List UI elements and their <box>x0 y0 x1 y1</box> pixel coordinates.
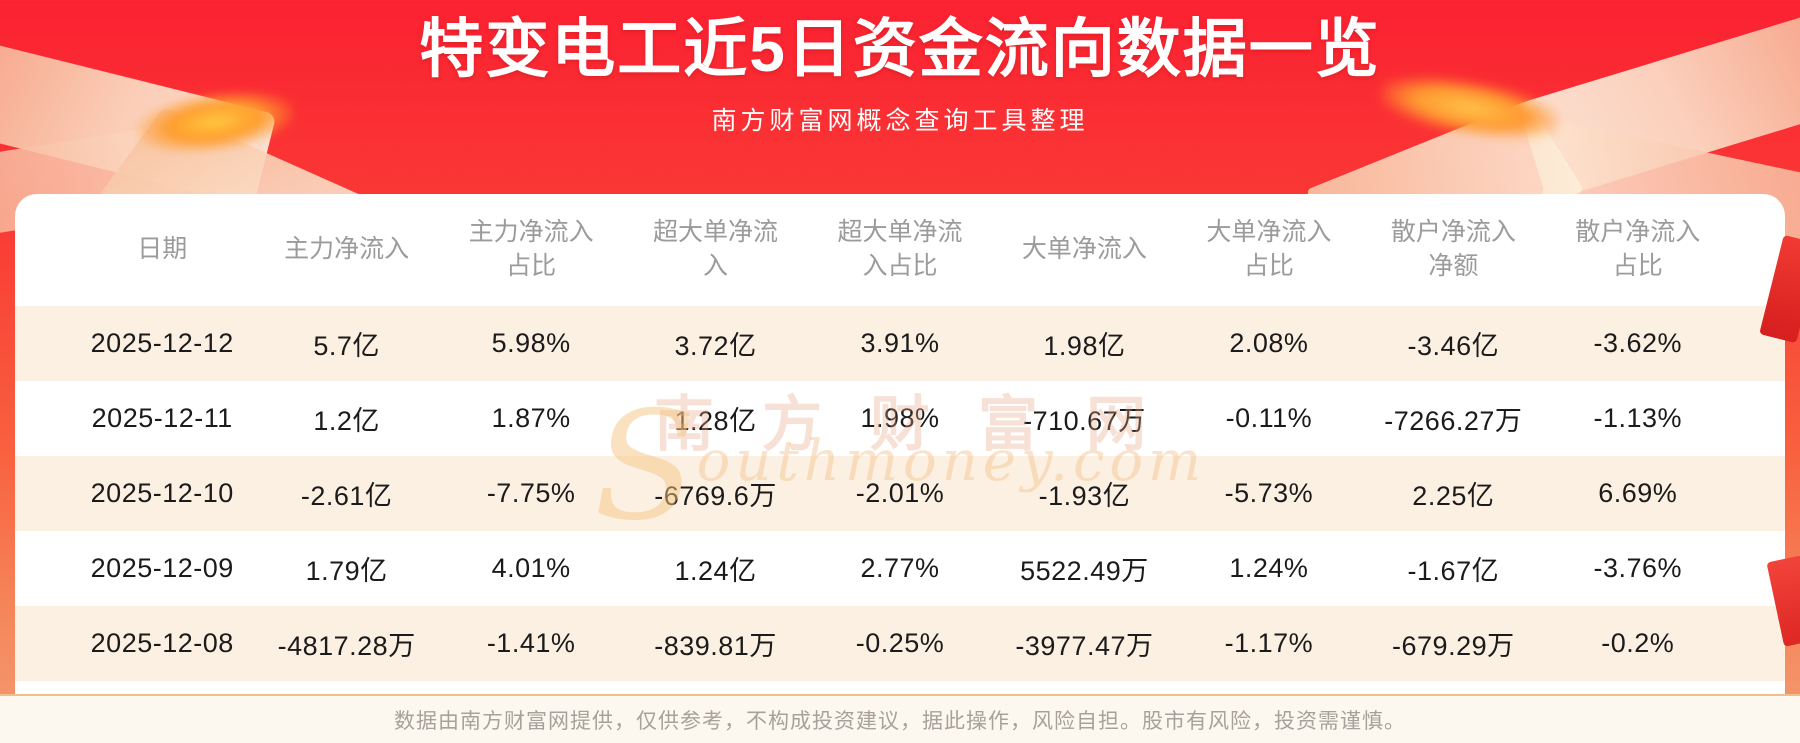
value-cell: -0.25% <box>855 628 945 658</box>
column-header-2: 主力净流入 占比 <box>468 218 594 280</box>
column-header-1: 主力净流入 <box>284 235 410 264</box>
date-cell: 2025-12-08 <box>90 628 234 658</box>
value-cell: -3.46亿 <box>1407 331 1500 361</box>
value-cell: 1.24% <box>1229 553 1309 583</box>
value-cell: 3.72亿 <box>674 331 757 361</box>
column-header-4: 超大单净流 入占比 <box>837 218 963 280</box>
disclaimer-text: 数据由南方财富网提供，仅供参考，不构成投资建议，据此操作，风险自担。股市有风险，… <box>394 709 1406 733</box>
value-cell: -3977.47万 <box>1015 631 1154 661</box>
value-cell: 3.91% <box>860 328 940 358</box>
value-cell: -4817.28万 <box>277 631 416 661</box>
value-cell: 5522.49万 <box>1020 556 1149 586</box>
value-cell: 1.98亿 <box>1043 331 1126 361</box>
value-cell: -839.81万 <box>654 631 777 661</box>
value-cell: -710.67万 <box>1023 406 1146 436</box>
table-body: 2025-12-12 5.7亿 5.98% 3.72亿 3.91% 1.98亿 2.08% -… <box>15 306 1785 681</box>
value-cell: 1.28亿 <box>674 406 757 436</box>
value-cell: 2.77% <box>860 553 940 583</box>
date-cell: 2025-12-10 <box>90 478 234 508</box>
value-cell: -3.76% <box>1593 553 1683 583</box>
column-header-3: 超大单净流 入 <box>653 218 779 280</box>
value-cell: -0.2% <box>1601 628 1675 658</box>
value-cell: 1.98% <box>860 403 940 433</box>
value-cell: -7266.27万 <box>1384 406 1523 436</box>
table-header-row: 日期 主力净流入 主力净流入 占比 超大单净流 入超大单净流 入占比 大单净流入 大单净流… <box>15 194 1785 306</box>
value-cell: 2.08% <box>1229 328 1309 358</box>
table-row: 2025-12-08 -4817.28万 -1.41% -839.81万 -0.25% -… <box>15 606 1785 681</box>
column-header-5: 大单净流入 <box>1021 235 1147 264</box>
value-cell: 2.25亿 <box>1412 481 1495 511</box>
value-cell: 5.7亿 <box>313 331 380 361</box>
value-cell: 1.87% <box>491 403 571 433</box>
value-cell: -2.01% <box>855 478 945 508</box>
date-cell: 2025-12-11 <box>91 403 233 433</box>
column-header-0: 日期 <box>137 235 188 264</box>
date-cell: 2025-12-12 <box>90 328 234 358</box>
table-row: 2025-12-11 1.2亿 1.87% 1.28亿 1.98% -710.67万 -0.… <box>15 381 1785 456</box>
value-cell: 4.01% <box>491 553 571 583</box>
column-header-6: 大单净流入 占比 <box>1206 218 1332 280</box>
value-cell: -1.13% <box>1593 403 1683 433</box>
value-cell: -1.93亿 <box>1038 481 1131 511</box>
column-header-8: 散户净流入 占比 <box>1575 218 1701 280</box>
value-cell: -1.67亿 <box>1407 556 1500 586</box>
table-row: 2025-12-12 5.7亿 5.98% 3.72亿 3.91% 1.98亿 2.08% -… <box>15 306 1785 381</box>
value-cell: 5.98% <box>491 328 571 358</box>
column-header-7: 散户净流入 净额 <box>1390 218 1516 280</box>
fund-flow-table-card: 日期 主力净流入 主力净流入 占比 超大单净流 入超大单净流 入占比 大单净流入 大单净流… <box>15 194 1785 694</box>
table-row: 2025-12-10 -2.61亿 -7.75% -6769.6万 -2.01% -1.9… <box>15 456 1785 531</box>
date-cell: 2025-12-09 <box>90 553 234 583</box>
value-cell: -1.41% <box>486 628 576 658</box>
value-cell: 1.2亿 <box>313 406 380 436</box>
value-cell: -0.11% <box>1225 403 1313 433</box>
value-cell: -7.75% <box>486 478 576 508</box>
page-title: 特变电工近5日资金流向数据一览 <box>419 13 1381 85</box>
value-cell: 1.79亿 <box>305 556 388 586</box>
value-cell: -2.61亿 <box>300 481 393 511</box>
table-row: 2025-12-09 1.79亿 4.01% 1.24亿 2.77% 5522.49万 1.… <box>15 531 1785 606</box>
value-cell: -6769.6万 <box>654 481 777 511</box>
banner: 特变电工近5日资金流向数据一览 南方财富网概念查询工具整理 <box>0 0 1800 194</box>
value-cell: 1.24亿 <box>674 556 757 586</box>
value-cell: -5.73% <box>1224 478 1314 508</box>
value-cell: 6.69% <box>1598 478 1678 508</box>
value-cell: -679.29万 <box>1392 631 1515 661</box>
value-cell: -1.17% <box>1224 628 1314 658</box>
value-cell: -3.62% <box>1593 328 1683 358</box>
page-subtitle: 南方财富网概念查询工具整理 <box>711 107 1089 136</box>
footer: 数据由南方财富网提供，仅供参考，不构成投资建议，据此操作，风险自担。股市有风险，… <box>0 694 1800 743</box>
